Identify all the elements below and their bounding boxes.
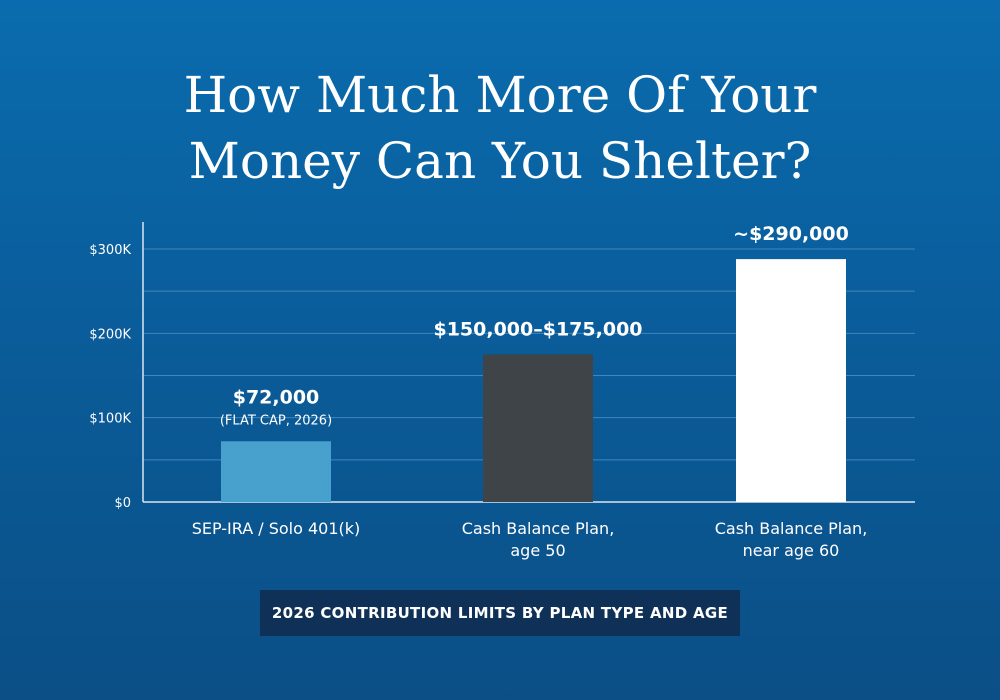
y-tick-label: $100K: [89, 412, 131, 427]
data-label-note: (FLAT CAP, 2026): [220, 413, 332, 428]
bar: [736, 259, 846, 502]
data-label: ~$290,000: [733, 223, 849, 245]
data-label: $150,000–$175,000: [433, 318, 642, 340]
bar: [483, 354, 593, 502]
chart-title-line-2: Money Can You Shelter?: [188, 132, 812, 190]
labels: $0 $100K $200K $300K $72,000 (FLAT CAP, 2026)…: [89, 223, 867, 560]
x-tick-label: Cash Balance Plan,: [715, 519, 868, 538]
y-tick-label: $200K: [89, 327, 131, 342]
chart-caption: 2026 CONTRIBUTION LIMITS BY PLAN TYPE AN…: [260, 590, 740, 636]
x-tick-label: SEP-IRA / Solo 401(k): [192, 519, 361, 538]
y-tick-label: $0: [114, 496, 131, 511]
bar: [221, 441, 331, 502]
x-tick-label: age 50: [510, 541, 565, 560]
x-tick-label: near age 60: [743, 541, 840, 560]
x-tick-label: Cash Balance Plan,: [462, 519, 615, 538]
chart-title-line-1: How Much More Of Your: [183, 66, 817, 124]
y-tick-label: $300K: [89, 243, 131, 258]
data-label: $72,000: [233, 386, 320, 408]
bars: [221, 259, 846, 502]
chart-title: How Much More Of Your Money Can You Shel…: [0, 62, 1000, 194]
